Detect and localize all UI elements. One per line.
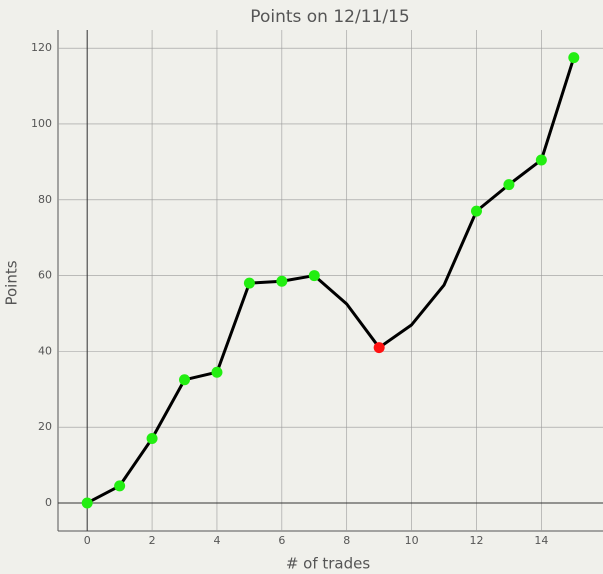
y-tick-label: 120 bbox=[31, 41, 52, 54]
line bbox=[86, 57, 576, 505]
point-marker bbox=[470, 205, 482, 217]
point-marker bbox=[373, 342, 385, 354]
point-marker bbox=[114, 480, 126, 492]
x-tick-label: 14 bbox=[534, 534, 548, 547]
x-tick-label: 6 bbox=[278, 534, 285, 547]
point-marker bbox=[503, 179, 515, 191]
x-tick-label: 0 bbox=[84, 534, 91, 547]
y-axis-label: Points bbox=[3, 260, 21, 305]
point-marker bbox=[568, 52, 580, 64]
chart-title: Points on 12/11/15 bbox=[250, 7, 409, 27]
x-tick-label: 12 bbox=[469, 534, 483, 547]
x-tick-label: 10 bbox=[405, 534, 419, 547]
x-tick-label: 8 bbox=[343, 534, 350, 547]
y-tick-label: 20 bbox=[38, 420, 52, 433]
y-tick-label: 80 bbox=[38, 193, 52, 206]
y-tick-label: 0 bbox=[45, 496, 52, 509]
x-tick-label: 4 bbox=[213, 534, 220, 547]
point-marker bbox=[276, 275, 288, 287]
point-marker bbox=[81, 497, 93, 509]
point-marker bbox=[535, 154, 547, 166]
y-tick-label: 100 bbox=[31, 117, 52, 130]
point-marker bbox=[211, 366, 223, 378]
x-axis-label: # of trades bbox=[286, 555, 371, 573]
x-tick-label: 2 bbox=[149, 534, 156, 547]
y-tick-label: 40 bbox=[38, 344, 52, 357]
point-marker bbox=[243, 277, 255, 289]
point-marker bbox=[308, 270, 320, 282]
point-marker bbox=[179, 374, 191, 386]
y-tick-label: 60 bbox=[38, 269, 52, 282]
point-marker bbox=[146, 433, 158, 445]
